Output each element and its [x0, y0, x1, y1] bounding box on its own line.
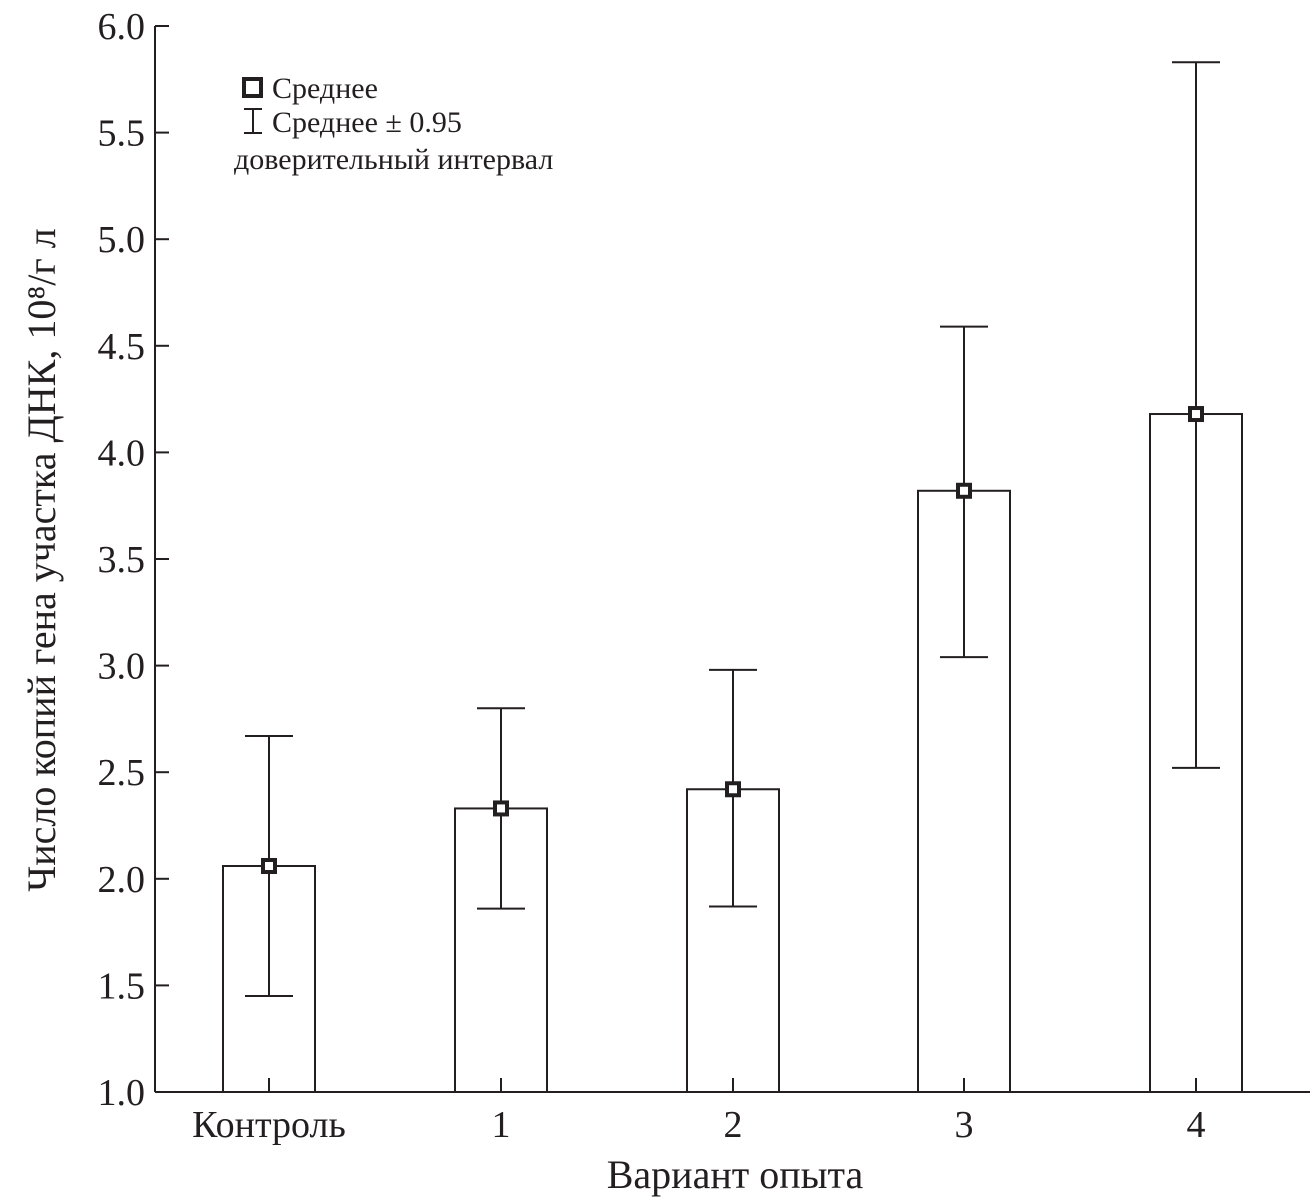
- x-tick-label: 1: [492, 1104, 511, 1146]
- mean-marker: [261, 858, 277, 875]
- y-tick-label: 6.0: [98, 6, 146, 48]
- x-tick-label: 2: [724, 1104, 743, 1146]
- y-tick-label: 1.0: [98, 1072, 146, 1114]
- y-tick-label: 4.0: [98, 432, 146, 474]
- x-tick-label: 4: [1187, 1104, 1206, 1146]
- y-axis-title: Число копий гена участка ДНК, 10⁸/г л: [19, 228, 64, 892]
- x-tick-label: Контроль: [192, 1104, 346, 1146]
- y-tick-label: 3.0: [98, 646, 146, 688]
- legend-mean-label: Среднее: [272, 72, 378, 105]
- mean-marker: [725, 781, 741, 798]
- x-tick-label: 3: [955, 1104, 974, 1146]
- legend-ci-label-line2: доверительный интервал: [234, 143, 553, 176]
- y-tick-label: 2.5: [98, 752, 146, 794]
- legend: Среднее Среднее ± 0.95 доверительный инт…: [234, 72, 553, 176]
- y-tick-label: 2.0: [98, 859, 146, 901]
- legend-ci-label: Среднее ± 0.95: [272, 106, 462, 139]
- y-tick-label: 1.5: [98, 965, 146, 1007]
- y-tick-label: 3.5: [98, 539, 146, 581]
- mean-marker: [493, 800, 509, 817]
- x-axis-title: Вариант опыта: [607, 1152, 864, 1197]
- y-tick-label: 5.0: [98, 219, 146, 261]
- mean-marker: [956, 482, 972, 499]
- y-tick-label: 5.5: [98, 113, 146, 155]
- legend-mean-marker: [242, 77, 263, 98]
- y-tick-label: 4.5: [98, 326, 146, 368]
- mean-marker: [1188, 406, 1204, 423]
